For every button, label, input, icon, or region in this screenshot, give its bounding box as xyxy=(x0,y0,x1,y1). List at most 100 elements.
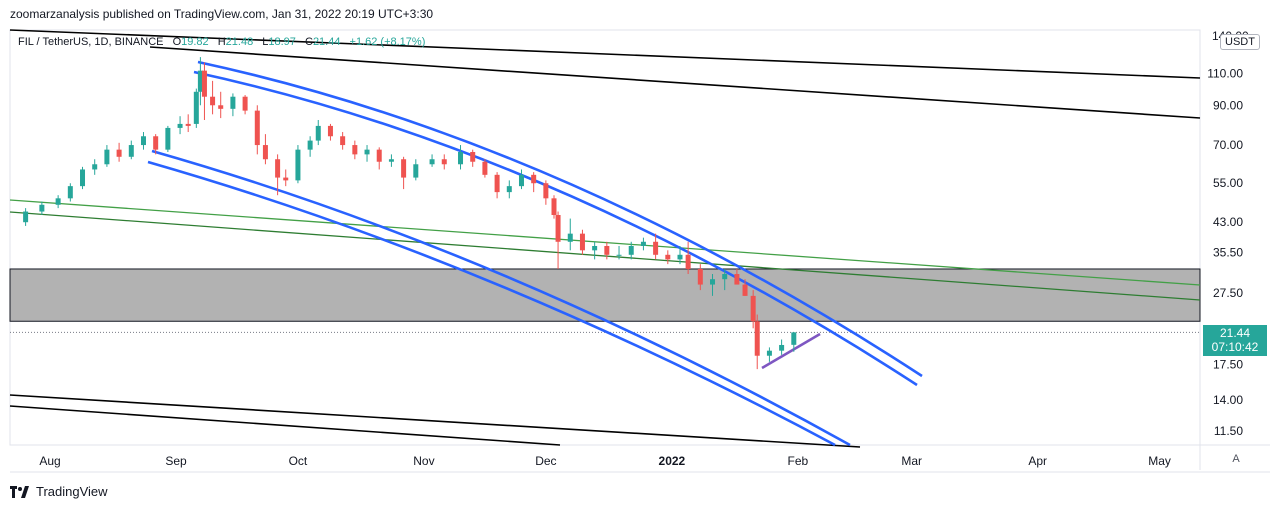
candle xyxy=(254,105,260,155)
candle xyxy=(193,88,199,128)
candle-body xyxy=(340,136,346,146)
candle xyxy=(283,169,289,187)
candle xyxy=(685,241,691,275)
candle xyxy=(352,140,358,160)
candle xyxy=(388,154,394,167)
chart-pane-border xyxy=(9,29,1201,446)
blue-channel-lower-2[interactable] xyxy=(147,160,836,447)
black-line-bottom-2[interactable] xyxy=(9,405,561,446)
candle xyxy=(104,145,110,167)
candle-body xyxy=(230,96,236,109)
candle-body xyxy=(197,70,203,92)
ytick-label: 110.00 xyxy=(1207,67,1243,81)
candle-body xyxy=(275,159,281,178)
candle xyxy=(197,57,203,106)
candle-body xyxy=(470,151,476,162)
bar-countdown: 07:10:42 xyxy=(1211,340,1259,354)
candle-body xyxy=(441,159,447,165)
candle-body xyxy=(177,123,183,128)
candle xyxy=(579,229,585,255)
candle-body xyxy=(413,164,419,178)
candle-body xyxy=(80,169,86,187)
candle-body xyxy=(791,332,797,345)
candle-body xyxy=(742,284,748,296)
xtick-label: Aug xyxy=(39,454,60,468)
gray-zone-rect[interactable] xyxy=(9,268,1201,322)
candle-body xyxy=(307,140,313,150)
dark-green-line[interactable] xyxy=(9,211,1201,301)
candle-body xyxy=(218,105,224,109)
footer-brand[interactable]: TradingView xyxy=(10,484,108,499)
legend-line: FIL / TetherUS, 1D, BINANCE O19.82 H21.4… xyxy=(18,36,425,48)
candle-body xyxy=(401,159,407,178)
black-line-bottom-1[interactable] xyxy=(9,394,861,448)
xtick-label: Mar xyxy=(901,454,922,468)
candle xyxy=(494,172,500,199)
candle-body xyxy=(779,344,785,351)
candle xyxy=(766,347,772,362)
candle xyxy=(23,208,29,226)
ytick-label: 90.00 xyxy=(1213,98,1243,112)
currency-button[interactable]: USDT xyxy=(1220,34,1260,50)
candle xyxy=(327,123,333,141)
tradingview-logo-icon xyxy=(10,485,30,498)
candle xyxy=(742,279,748,296)
legend-close-label: C xyxy=(305,36,313,48)
candle xyxy=(677,245,683,265)
candle xyxy=(201,62,207,121)
candle xyxy=(275,154,281,196)
candle xyxy=(376,147,382,170)
candle-body xyxy=(685,254,691,269)
legend-low-value: 18.97 xyxy=(268,36,296,48)
xtick-label: 2022 xyxy=(659,454,686,468)
candle-body xyxy=(722,274,728,280)
black-line-top-1[interactable] xyxy=(9,29,1201,79)
ytick-label: 35.50 xyxy=(1213,246,1243,260)
green-line-1[interactable] xyxy=(9,199,1201,286)
publish-info: zoomarzanalysis published on TradingView… xyxy=(10,7,434,21)
candle-body xyxy=(543,183,549,199)
black-line-top-2[interactable] xyxy=(149,46,1201,119)
candle-body xyxy=(128,145,134,157)
candle-body xyxy=(592,245,598,251)
candle xyxy=(458,145,464,170)
candle xyxy=(518,169,524,190)
candle xyxy=(165,125,171,152)
candle-body xyxy=(376,149,382,162)
last-price-tag: 21.44 07:10:42 xyxy=(1203,325,1267,356)
candle xyxy=(722,268,728,291)
blue-channel-upper-2[interactable] xyxy=(193,70,918,387)
candle-body xyxy=(551,198,557,216)
purple-triangle-line[interactable] xyxy=(761,332,821,370)
blue-channel-upper-1[interactable] xyxy=(197,60,923,378)
candle xyxy=(470,149,476,167)
candle-body xyxy=(710,279,716,285)
ytick-label: 55.00 xyxy=(1213,176,1243,190)
candle-body xyxy=(734,274,740,285)
candle-body xyxy=(604,245,610,255)
xtick-label: May xyxy=(1148,454,1171,468)
candle xyxy=(185,114,191,133)
legend-low-label: L xyxy=(262,36,268,48)
candle xyxy=(531,172,537,193)
candle-body xyxy=(531,174,537,184)
candle xyxy=(210,80,216,115)
candle-body xyxy=(653,241,659,255)
candle xyxy=(295,145,301,184)
candle xyxy=(616,245,622,260)
candle xyxy=(441,154,447,170)
candle-body xyxy=(567,233,573,242)
candle-body xyxy=(242,96,248,111)
candle xyxy=(364,145,370,162)
legend-open-label: O xyxy=(173,36,182,48)
candle xyxy=(734,268,740,285)
candle xyxy=(665,250,671,265)
candle xyxy=(230,93,236,117)
blue-channel-lower-1[interactable] xyxy=(151,149,851,447)
auto-scale-button[interactable]: A xyxy=(1232,453,1240,465)
candle xyxy=(340,132,346,150)
candle-body xyxy=(283,177,289,181)
candle-body xyxy=(677,254,683,260)
last-price-value: 21.44 xyxy=(1219,326,1251,340)
